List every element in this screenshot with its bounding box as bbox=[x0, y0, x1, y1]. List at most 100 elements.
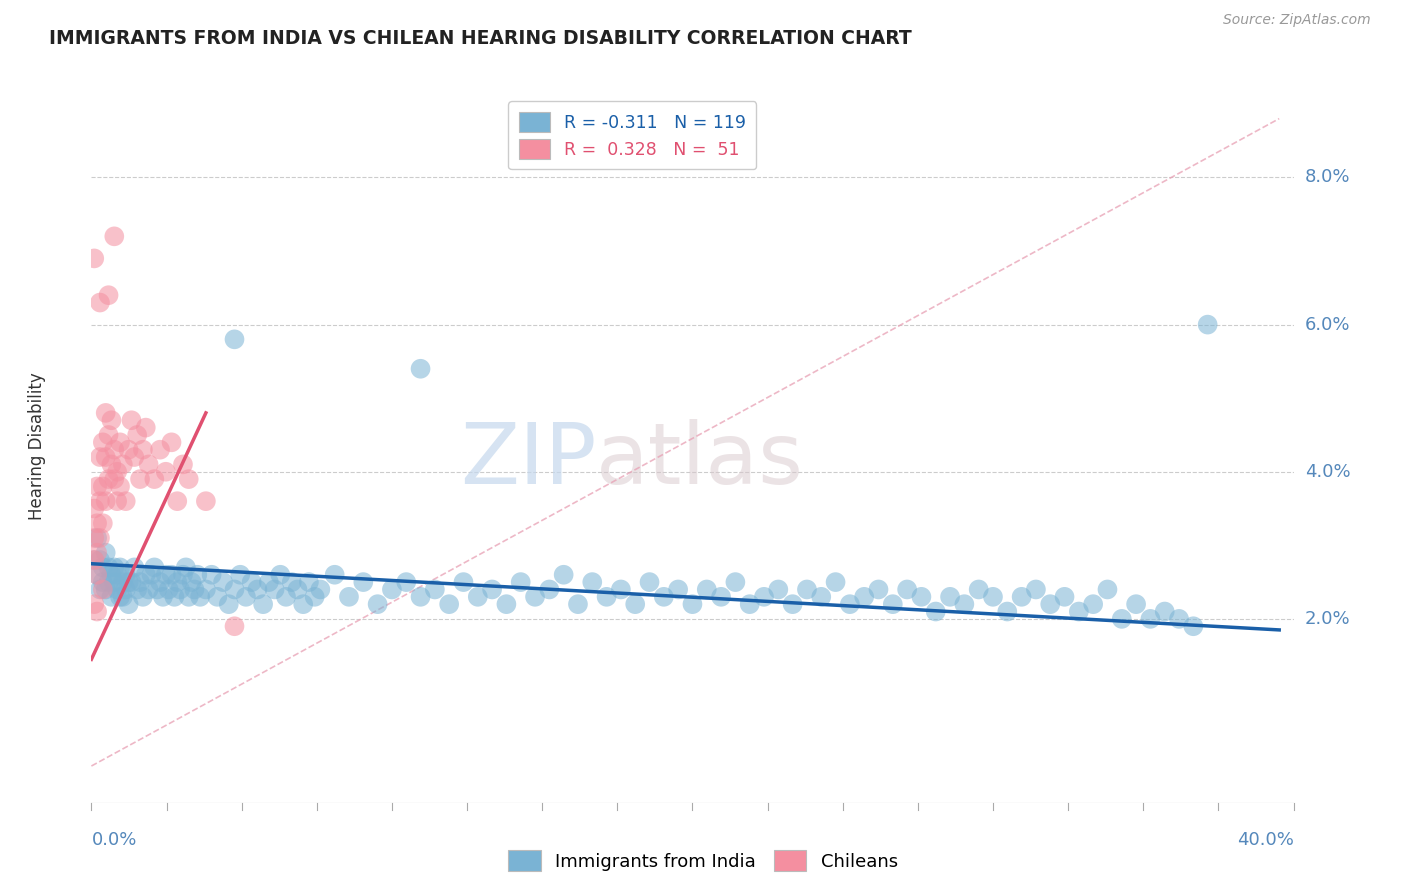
Point bbox=[97, 575, 120, 590]
Point bbox=[263, 582, 285, 597]
Point bbox=[1111, 612, 1133, 626]
Point bbox=[782, 597, 804, 611]
Point bbox=[738, 597, 761, 611]
Point bbox=[89, 582, 111, 597]
Point bbox=[953, 597, 976, 611]
Point bbox=[180, 575, 202, 590]
Point bbox=[1011, 590, 1033, 604]
Point bbox=[281, 575, 304, 590]
Point bbox=[108, 435, 131, 450]
Point bbox=[269, 567, 291, 582]
Point bbox=[292, 597, 315, 611]
Point bbox=[724, 575, 747, 590]
Point bbox=[166, 494, 188, 508]
Point bbox=[218, 597, 240, 611]
Point bbox=[135, 420, 157, 434]
Point bbox=[163, 590, 186, 604]
Point bbox=[103, 472, 125, 486]
Point bbox=[967, 582, 990, 597]
Point bbox=[97, 560, 120, 574]
Point bbox=[224, 332, 246, 346]
Point bbox=[910, 590, 932, 604]
Point bbox=[681, 597, 703, 611]
Point bbox=[105, 465, 128, 479]
Point bbox=[939, 590, 962, 604]
Point bbox=[91, 582, 114, 597]
Point bbox=[194, 494, 217, 508]
Point bbox=[896, 582, 918, 597]
Point bbox=[595, 590, 617, 604]
Point bbox=[108, 479, 131, 493]
Point bbox=[132, 590, 155, 604]
Point bbox=[1067, 605, 1090, 619]
Point bbox=[83, 531, 105, 545]
Point bbox=[100, 567, 122, 582]
Point bbox=[121, 413, 143, 427]
Point bbox=[83, 553, 105, 567]
Point bbox=[925, 605, 948, 619]
Point bbox=[103, 560, 125, 574]
Point bbox=[509, 575, 531, 590]
Point bbox=[129, 472, 152, 486]
Text: 0.0%: 0.0% bbox=[91, 830, 136, 848]
Point bbox=[166, 575, 188, 590]
Point bbox=[103, 442, 125, 457]
Point bbox=[567, 597, 589, 611]
Point bbox=[177, 472, 200, 486]
Point bbox=[183, 582, 205, 597]
Point bbox=[172, 458, 194, 472]
Point bbox=[157, 582, 180, 597]
Point bbox=[89, 295, 111, 310]
Text: Source: ZipAtlas.com: Source: ZipAtlas.com bbox=[1223, 13, 1371, 28]
Point bbox=[160, 435, 183, 450]
Point bbox=[89, 450, 111, 464]
Point bbox=[111, 590, 134, 604]
Point bbox=[89, 553, 111, 567]
Point bbox=[1168, 612, 1191, 626]
Point bbox=[124, 560, 146, 574]
Point bbox=[853, 590, 876, 604]
Point bbox=[824, 575, 846, 590]
Point bbox=[1097, 582, 1119, 597]
Point bbox=[86, 567, 108, 582]
Point bbox=[105, 494, 128, 508]
Text: 8.0%: 8.0% bbox=[1305, 169, 1350, 186]
Point bbox=[89, 531, 111, 545]
Point bbox=[467, 590, 489, 604]
Point bbox=[174, 560, 197, 574]
Point bbox=[83, 553, 105, 567]
Point bbox=[409, 590, 432, 604]
Point bbox=[1182, 619, 1205, 633]
Point bbox=[94, 450, 117, 464]
Point bbox=[1025, 582, 1047, 597]
Point bbox=[111, 575, 134, 590]
Point bbox=[796, 582, 818, 597]
Point bbox=[538, 582, 561, 597]
Point bbox=[117, 597, 139, 611]
Point bbox=[246, 582, 269, 597]
Text: 2.0%: 2.0% bbox=[1305, 610, 1350, 628]
Point bbox=[83, 252, 105, 266]
Point bbox=[86, 546, 108, 560]
Point bbox=[1053, 590, 1076, 604]
Point bbox=[103, 575, 125, 590]
Point bbox=[86, 531, 108, 545]
Point bbox=[105, 582, 128, 597]
Point bbox=[352, 575, 374, 590]
Point bbox=[132, 442, 155, 457]
Point bbox=[117, 575, 139, 590]
Point bbox=[298, 575, 321, 590]
Point bbox=[304, 590, 326, 604]
Point bbox=[409, 361, 432, 376]
Text: 6.0%: 6.0% bbox=[1305, 316, 1350, 334]
Point bbox=[172, 567, 194, 582]
Point bbox=[121, 575, 143, 590]
Point bbox=[381, 582, 404, 597]
Point bbox=[495, 597, 517, 611]
Point bbox=[103, 229, 125, 244]
Point bbox=[97, 472, 120, 486]
Point bbox=[768, 582, 790, 597]
Point bbox=[882, 597, 904, 611]
Point bbox=[201, 567, 224, 582]
Point bbox=[138, 458, 160, 472]
